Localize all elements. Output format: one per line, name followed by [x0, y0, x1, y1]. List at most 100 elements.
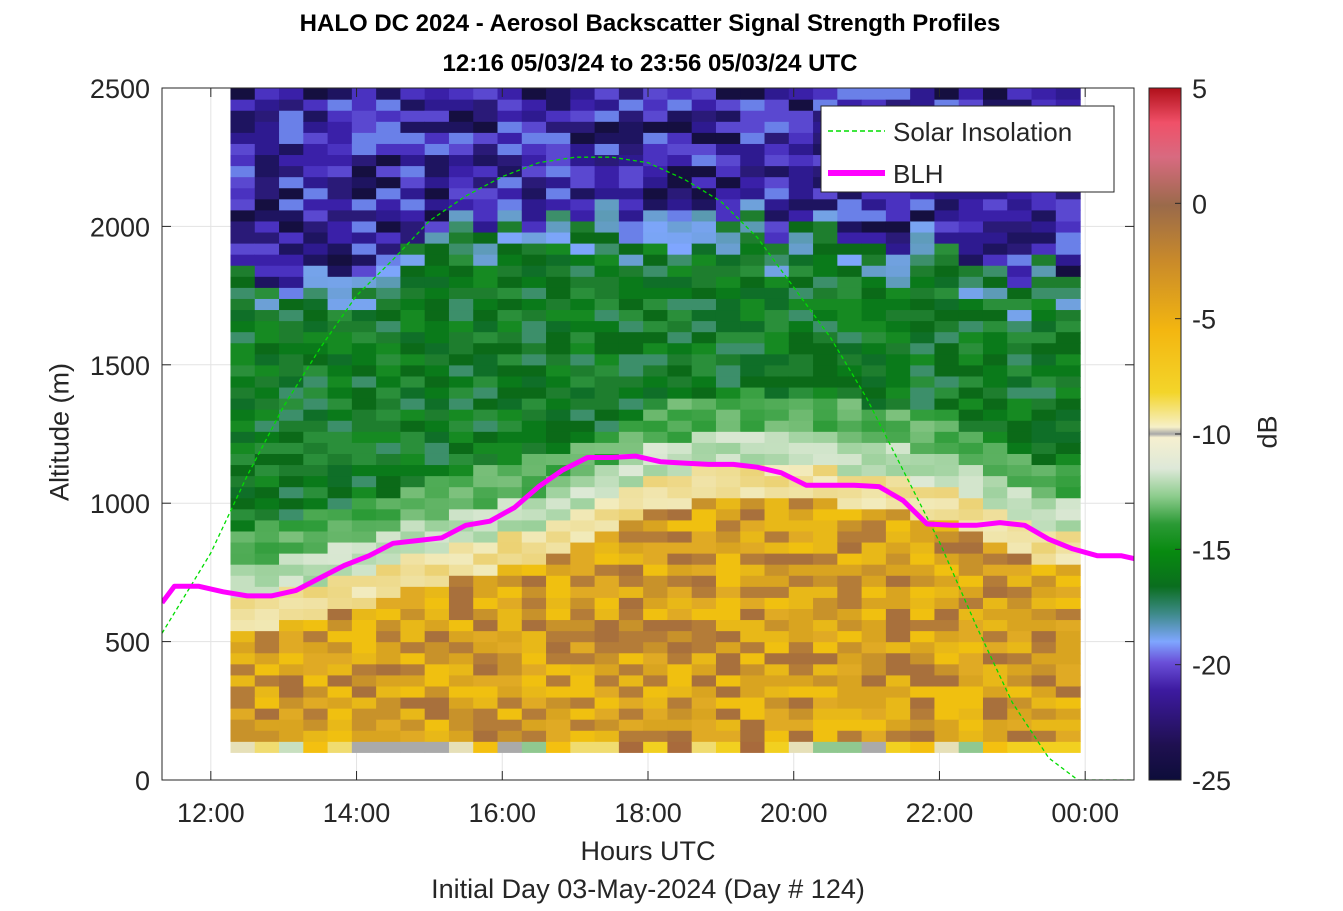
heatmap-cell	[594, 375, 620, 388]
heatmap-cell	[424, 508, 450, 521]
heatmap-cell	[764, 696, 790, 709]
heatmap-cell	[643, 475, 669, 488]
heatmap-cell	[618, 353, 644, 366]
heatmap-cell	[279, 110, 304, 122]
heatmap-cell	[885, 99, 911, 111]
heatmap-cell	[303, 298, 329, 311]
heatmap-cell	[982, 298, 1008, 311]
heatmap-cell	[861, 597, 887, 609]
heatmap-cell	[715, 431, 741, 443]
heatmap-cell	[400, 685, 426, 698]
heatmap-cell	[376, 110, 402, 122]
heatmap-cell	[691, 619, 717, 632]
heatmap-cell	[1007, 564, 1033, 576]
heatmap-cell	[667, 320, 693, 333]
heatmap-cell	[376, 298, 402, 311]
heatmap-cell	[740, 519, 766, 532]
heatmap-cell	[764, 608, 790, 621]
heatmap-cell	[910, 674, 936, 687]
heatmap-cell	[279, 663, 304, 676]
heatmap-cell	[1007, 464, 1033, 477]
heatmap-cell	[1055, 254, 1081, 266]
heatmap-cell	[230, 154, 256, 167]
heatmap-cell	[327, 541, 353, 554]
heatmap-cell	[740, 541, 766, 554]
heatmap-cell	[861, 652, 887, 665]
heatmap-cell	[351, 586, 377, 598]
heatmap-cell	[788, 121, 814, 133]
heatmap-cell	[400, 674, 426, 687]
heatmap-cell	[521, 630, 547, 643]
heatmap-cell	[934, 464, 960, 477]
heatmap-cell	[594, 409, 620, 421]
heatmap-cell	[788, 486, 814, 499]
heatmap-cell	[1031, 209, 1057, 222]
heatmap-cell	[546, 231, 571, 244]
heatmap-cell	[327, 553, 353, 565]
heatmap-cell	[691, 730, 717, 742]
heatmap-cell	[351, 453, 377, 466]
heatmap-cell	[934, 486, 960, 499]
heatmap-cell	[279, 453, 304, 466]
heatmap-cell	[473, 409, 499, 421]
heatmap-cell	[546, 309, 571, 322]
heatmap-cell	[788, 708, 814, 720]
heatmap-cell	[448, 298, 474, 311]
heatmap-cell	[473, 353, 499, 366]
heatmap-cell	[279, 619, 304, 632]
heatmap-cell	[351, 143, 377, 156]
heatmap-cell	[618, 143, 644, 156]
heatmap-cell	[448, 386, 474, 399]
heatmap-cell	[230, 320, 256, 333]
heatmap-cell	[934, 442, 960, 454]
heatmap-cell	[910, 597, 936, 609]
heatmap-cell	[667, 663, 693, 676]
heatmap-cell	[1007, 276, 1033, 288]
heatmap-cell	[1031, 331, 1057, 344]
heatmap-cell	[448, 586, 474, 598]
heatmap-cell	[788, 386, 814, 399]
heatmap-cell	[885, 265, 911, 277]
heatmap-cell	[570, 564, 596, 576]
heatmap-cell	[885, 386, 911, 399]
heatmap-cell	[982, 475, 1008, 488]
heatmap-cell	[715, 243, 741, 255]
heatmap-cell	[1055, 486, 1081, 499]
heatmap-cell	[715, 741, 741, 753]
heatmap-cell	[254, 519, 280, 532]
heatmap-cell	[327, 719, 353, 731]
heatmap-cell	[230, 353, 256, 366]
heatmap-cell	[594, 719, 620, 731]
heatmap-cell	[376, 741, 402, 753]
heatmap-cell	[643, 464, 669, 477]
heatmap-cell	[424, 243, 450, 255]
heatmap-cell	[788, 276, 814, 288]
heatmap-cell	[813, 564, 838, 576]
heatmap-cell	[667, 586, 693, 598]
heatmap-cell	[473, 486, 499, 499]
heatmap-cell	[473, 187, 499, 200]
heatmap-cell	[230, 730, 256, 742]
heatmap-cell	[254, 641, 280, 654]
heatmap-cell	[958, 575, 984, 587]
heatmap-cell	[934, 630, 960, 643]
heatmap-cell	[376, 508, 402, 521]
heatmap-cell	[376, 309, 402, 322]
heatmap-cell	[618, 187, 644, 200]
heatmap-cell	[764, 553, 790, 565]
heatmap-cell	[254, 541, 280, 554]
heatmap-cell	[351, 231, 377, 244]
heatmap-cell	[788, 586, 814, 598]
heatmap-cell	[740, 320, 766, 333]
heatmap-cell	[594, 431, 620, 443]
heatmap-cell	[521, 685, 547, 698]
heatmap-cell	[885, 708, 911, 720]
heatmap-cell	[448, 398, 474, 410]
heatmap-cell	[497, 154, 523, 167]
heatmap-cell	[1055, 708, 1081, 720]
heatmap-cell	[303, 276, 329, 288]
heatmap-cell	[715, 597, 741, 609]
heatmap-cell	[885, 442, 911, 454]
heatmap-cell	[303, 641, 329, 654]
heatmap-cell	[958, 586, 984, 598]
